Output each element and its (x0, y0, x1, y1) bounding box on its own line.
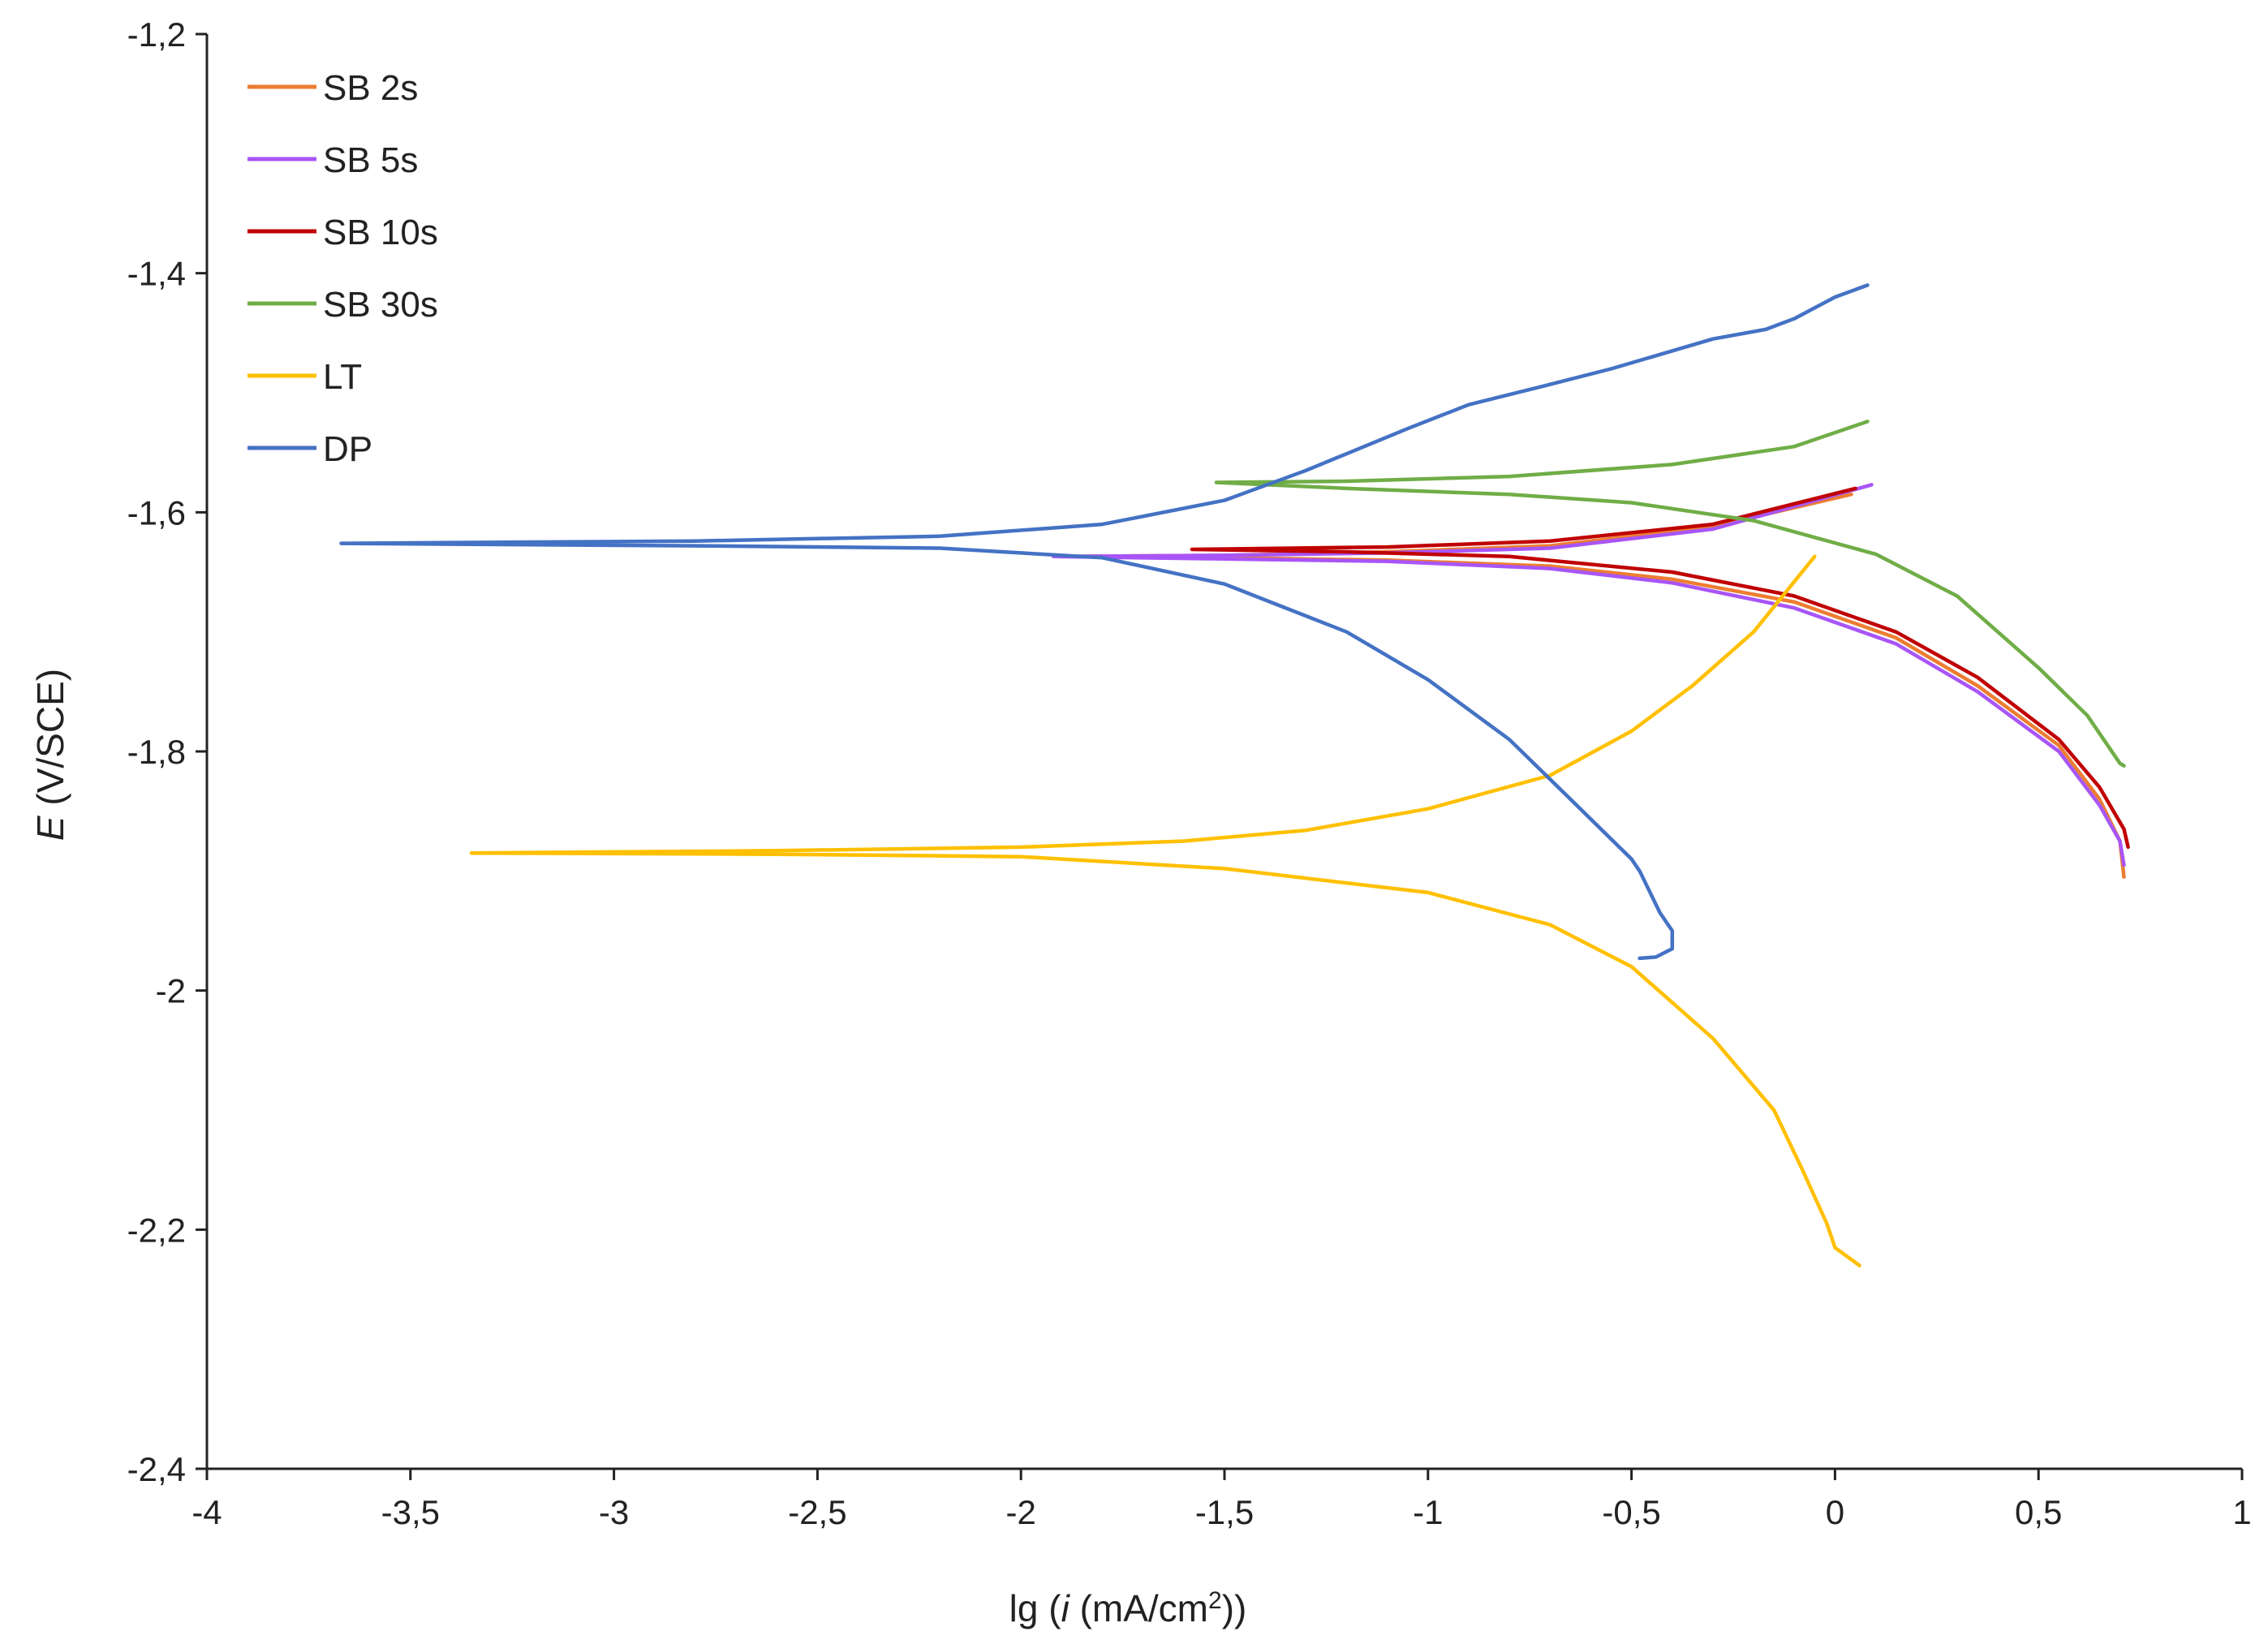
y-tick-label: -1,6 (127, 493, 186, 532)
legend-label: SB 2s (323, 68, 418, 108)
y-tick-label: -1,4 (127, 255, 186, 293)
y-axis-title-part: (V/SCE) (29, 669, 71, 816)
legend-label: SB 10s (323, 213, 438, 252)
x-axis-title-part: (mA/cm (1069, 1587, 1208, 1629)
legend-item: LT (247, 357, 362, 397)
y-axis-title-italic: E (29, 815, 71, 841)
legend-label: LT (323, 357, 362, 397)
x-axis-title-superscript: 2 (1208, 1587, 1222, 1614)
x-tick-label: -4 (192, 1493, 222, 1531)
x-tick-label: -1,5 (1195, 1493, 1254, 1531)
x-tick-label: -1 (1413, 1493, 1443, 1531)
legend-label: SB 5s (323, 140, 418, 180)
legend-label: SB 30s (323, 285, 438, 325)
legend-item: SB 30s (247, 285, 438, 325)
y-tick-label: -2,2 (127, 1211, 186, 1249)
series-layer (339, 283, 2130, 1268)
y-tick-label: -1,2 (127, 15, 186, 54)
x-tick-label: 0 (1826, 1493, 1844, 1531)
series-line-lt (469, 554, 1861, 1268)
y-tick-label: -2 (156, 972, 186, 1010)
x-tick-label: 1 (2232, 1493, 2251, 1531)
x-tick-label: -0,5 (1602, 1493, 1660, 1531)
series-line-sb-10s (1190, 486, 2130, 850)
legend-label: DP (323, 429, 372, 469)
legend-item: SB 5s (247, 140, 418, 180)
legend-item: SB 2s (247, 68, 418, 108)
x-axis-title-part: )) (1222, 1587, 1247, 1629)
x-axis-title-italic: i (1061, 1587, 1071, 1629)
x-tick-label: -2,5 (788, 1493, 846, 1531)
y-tick-label: -2,4 (127, 1450, 186, 1488)
series-line-sb-30s (1214, 420, 2126, 768)
x-axis-title-part: lg ( (1009, 1587, 1062, 1629)
x-tick-label: -3 (599, 1493, 629, 1531)
legend: SB 2s SB 5s SB 10s SB 30s LT DP (247, 68, 438, 469)
x-axis-title: lg (i (mA/cm2)) (1009, 1587, 1247, 1629)
series-line-dp (339, 283, 1870, 961)
legend-item: DP (247, 429, 372, 469)
series-line-sb-5s (1052, 483, 2126, 867)
legend-item: SB 10s (247, 213, 438, 252)
x-tick-label: -3,5 (381, 1493, 440, 1531)
y-tick-label: -1,8 (127, 733, 186, 771)
x-tick-label: -2 (1006, 1493, 1036, 1531)
y-axis-title: E (V/SCE) (29, 669, 71, 841)
x-tick-label: 0,5 (2015, 1493, 2062, 1531)
ticks-layer: -4 -3,5 -3 -2,5 -2 -1,5 -1 -0,5 0 0,5 1 -1,2 -1,4 -1,… (127, 15, 2252, 1531)
